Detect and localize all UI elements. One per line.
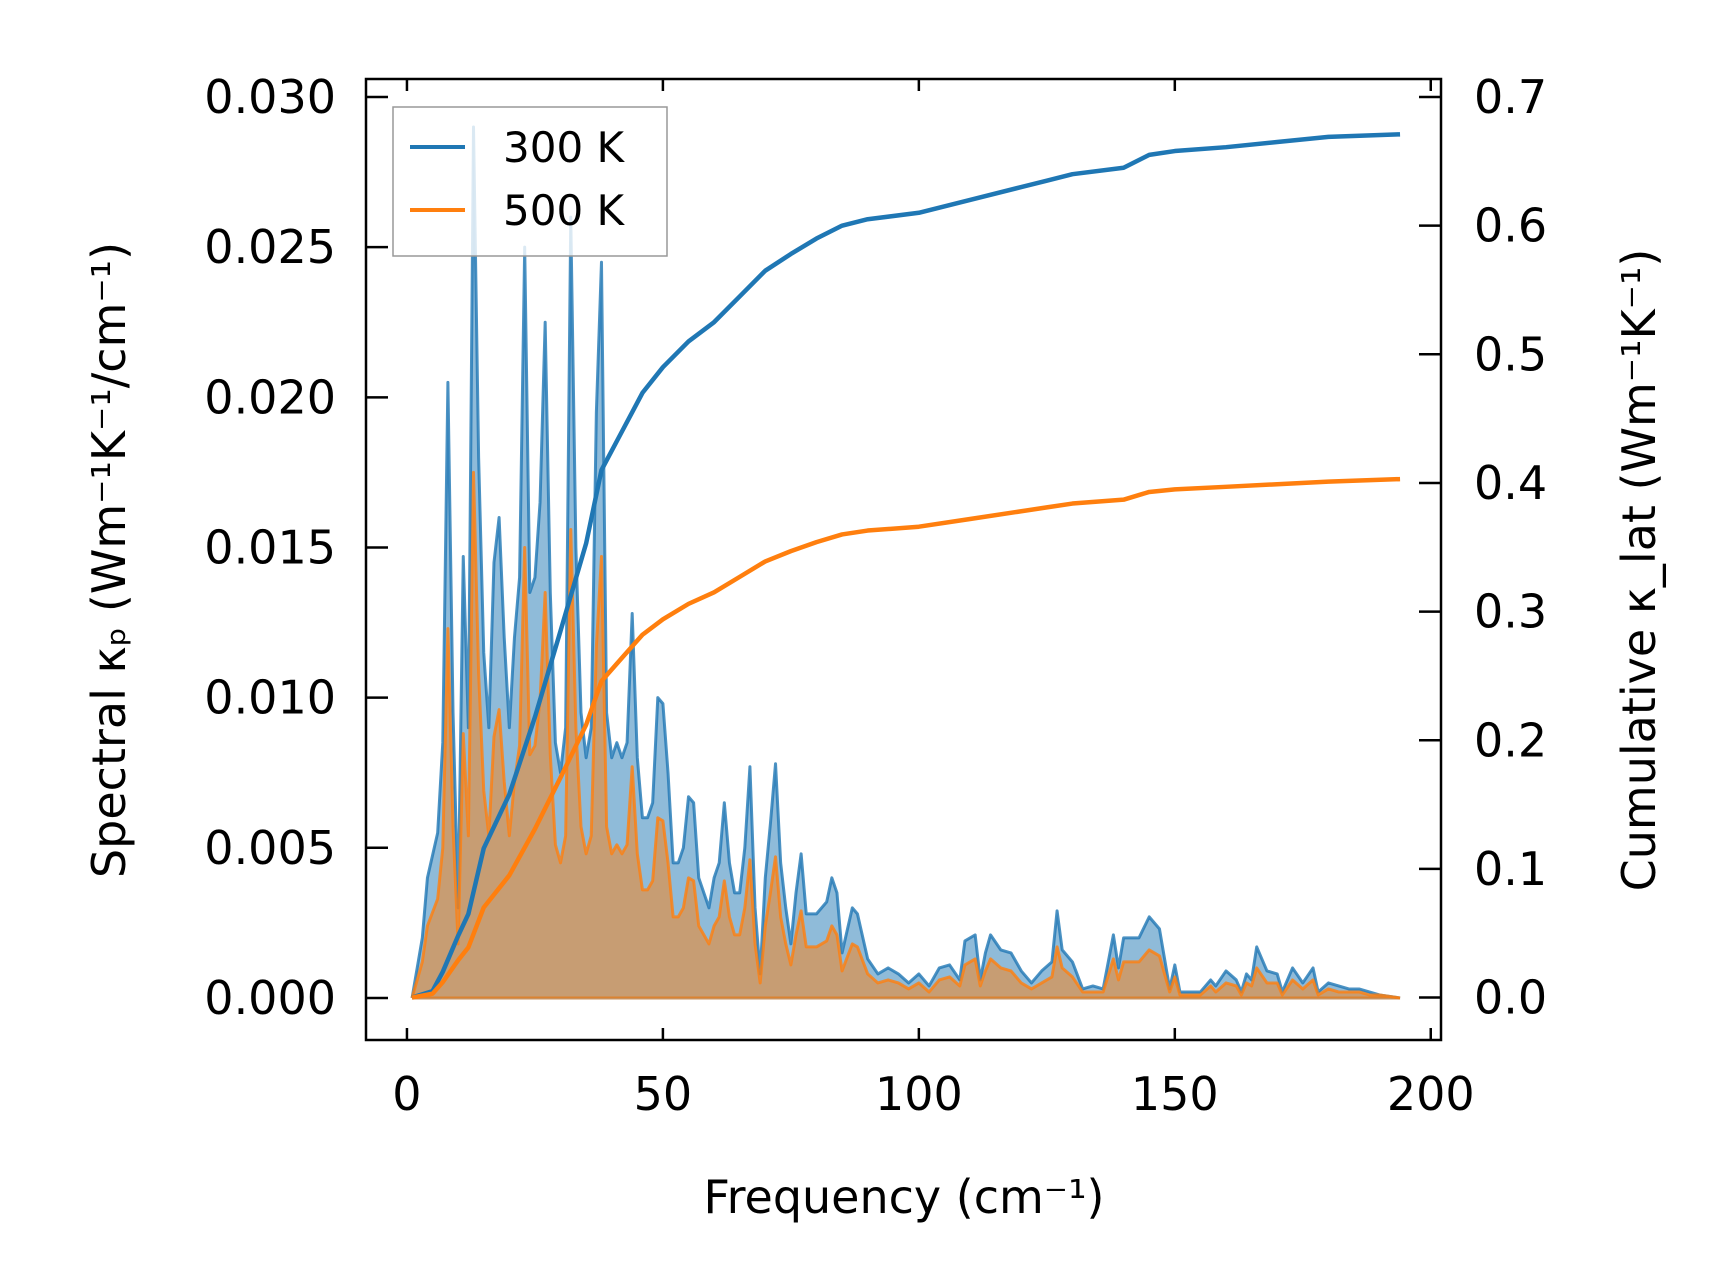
- y-tick-label-left: 0.030: [204, 70, 336, 124]
- ticks: 0 50 100 150 200 0.000 0.005 0.010 0.015 0.020 0.0…: [204, 70, 1547, 1121]
- y-tick-label-left: 0.000: [204, 971, 336, 1025]
- y-tick-label-left: 0.025: [204, 220, 336, 274]
- right-y-axis-label: Cumulative κ_lat (Wm⁻¹K⁻¹): [1612, 249, 1666, 892]
- y-tick-label-right: 0.0: [1474, 971, 1547, 1025]
- x-tick-label: 0: [392, 1067, 421, 1121]
- spectral-fill-500k: [412, 472, 1401, 998]
- spectral-line-500k: [410, 470, 1401, 1000]
- legend-box: [392, 106, 668, 257]
- legend: 300 K 500 K: [392, 106, 668, 257]
- y-tick-label-right: 0.2: [1474, 713, 1547, 767]
- spectral-line-300k: [410, 125, 1401, 1000]
- x-tick-label: 50: [634, 1067, 693, 1121]
- x-axis-label: Frequency (cm⁻¹): [704, 1170, 1105, 1224]
- y-tick-label-right: 0.3: [1474, 585, 1547, 639]
- y-tick-label-left: 0.015: [204, 520, 336, 574]
- legend-label-300k: 300 K: [503, 123, 626, 172]
- series-lines: [411, 132, 1401, 1000]
- left-y-axis-label: Spectral κₚ (Wm⁻¹K⁻¹/cm⁻¹): [82, 242, 136, 878]
- y-tick-label-right: 0.1: [1474, 842, 1547, 896]
- x-tick-label: 200: [1387, 1067, 1475, 1121]
- x-tick-label: 100: [875, 1067, 963, 1121]
- y-tick-label-right: 0.6: [1474, 199, 1547, 253]
- spectral-fills: [410, 125, 1401, 1000]
- plot-frame: [364, 77, 1443, 1042]
- y-tick-label-left: 0.010: [204, 671, 336, 725]
- y-tick-label-right: 0.4: [1474, 456, 1547, 510]
- cumulative-line-500k: [411, 476, 1401, 1000]
- x-tick-label: 150: [1131, 1067, 1219, 1121]
- y-tick-label-left: 0.005: [204, 821, 336, 875]
- cumulative-line-300k: [411, 132, 1401, 1000]
- y-tick-label-left: 0.020: [204, 370, 336, 424]
- y-tick-label-right: 0.7: [1474, 70, 1547, 124]
- y-tick-label-right: 0.5: [1474, 327, 1547, 381]
- legend-label-500k: 500 K: [503, 186, 626, 235]
- spectral-fill-300k: [412, 127, 1401, 998]
